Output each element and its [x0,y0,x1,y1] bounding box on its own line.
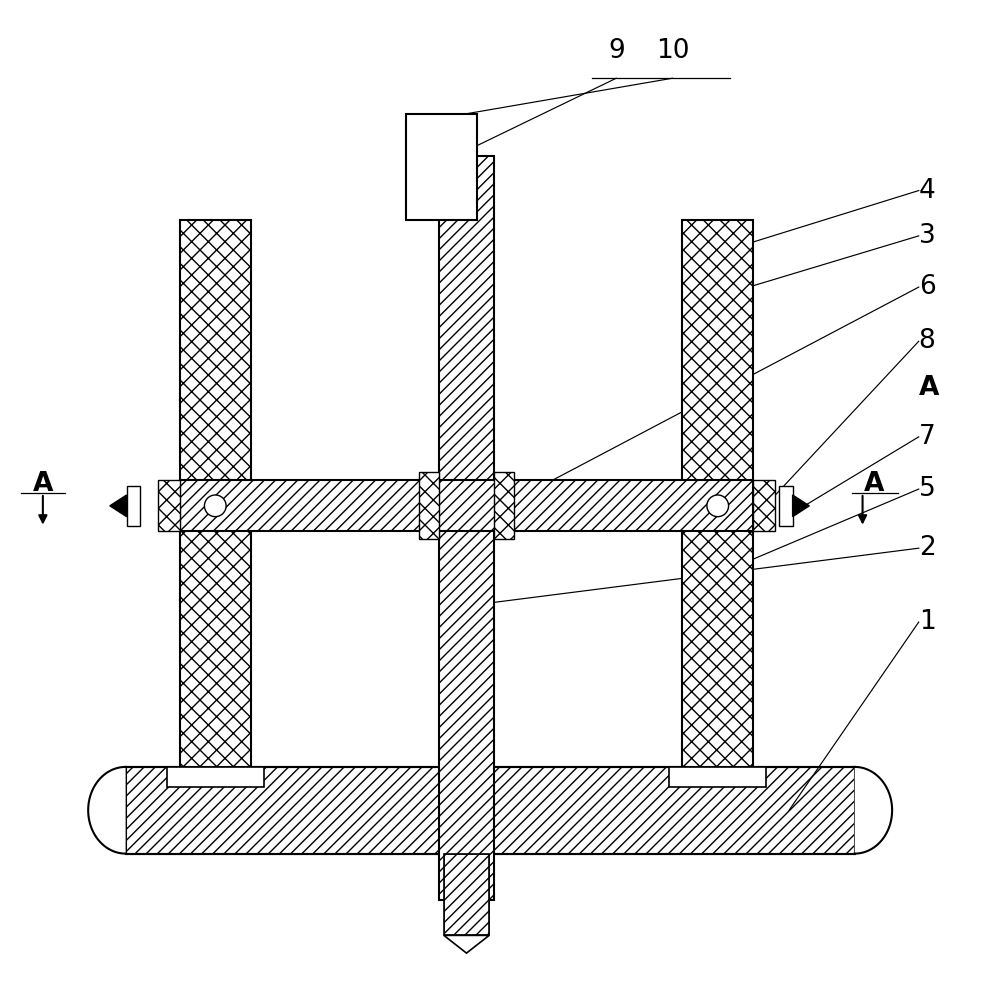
Text: 7: 7 [919,424,935,450]
Polygon shape [110,495,127,517]
Bar [444,854,489,936]
Bar [419,472,439,539]
Text: 8: 8 [919,328,935,355]
Bar [406,114,477,220]
Circle shape [204,495,226,517]
Circle shape [707,495,729,517]
Bar [158,480,180,532]
Bar [419,472,439,539]
Bar [669,767,766,786]
Bar [158,480,180,532]
Bar [753,480,775,532]
Polygon shape [444,936,489,953]
Bar [126,767,855,854]
Bar [180,480,753,532]
Text: A: A [864,471,885,497]
Bar [753,480,775,532]
Bar [439,156,494,900]
Bar [439,156,494,900]
Text: 1: 1 [919,609,935,635]
Bar [779,486,793,526]
Polygon shape [855,767,892,854]
Bar [444,854,489,936]
Bar [180,480,753,532]
Text: A: A [33,471,53,497]
Text: 2: 2 [919,535,935,561]
Text: 3: 3 [919,223,935,249]
Text: 9: 9 [608,38,625,63]
Bar [494,472,514,539]
Bar [180,220,251,767]
Bar [180,220,251,767]
Text: 6: 6 [919,274,935,300]
Text: A: A [919,374,939,400]
Polygon shape [793,495,809,517]
Bar [126,767,855,854]
Bar [682,220,753,767]
Polygon shape [88,767,126,854]
Text: 4: 4 [919,178,935,204]
Bar [127,486,140,526]
Bar [494,472,514,539]
Text: 10: 10 [656,38,689,63]
Text: 5: 5 [919,476,935,502]
Bar [167,767,264,786]
Bar [682,220,753,767]
